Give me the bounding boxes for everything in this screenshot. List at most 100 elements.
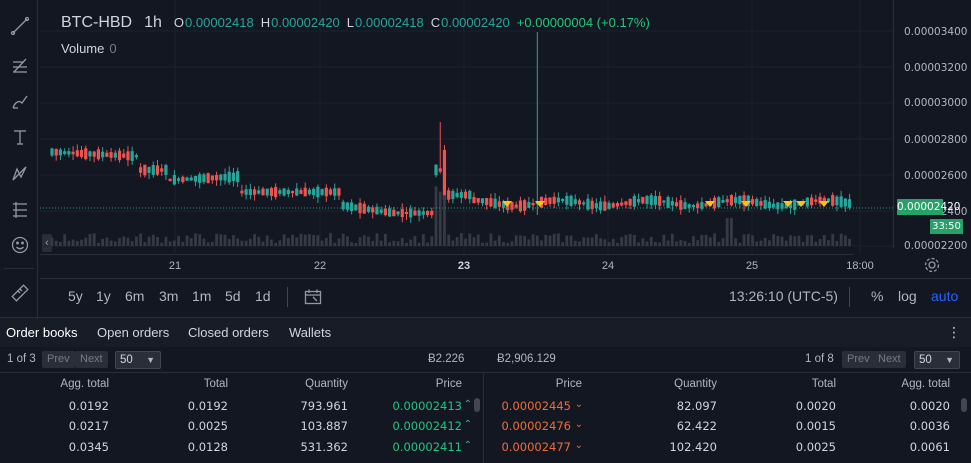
log-scale-button[interactable]: log — [898, 288, 917, 304]
volume-bar — [240, 240, 244, 246]
volume-bar — [561, 242, 565, 246]
clock-readout[interactable]: 13:26:10 (UTC-5) — [729, 288, 838, 304]
range-1y-button[interactable]: 1y — [96, 288, 111, 304]
bids-next-button[interactable]: Next — [75, 351, 108, 368]
symbol-name[interactable]: BTC-HBD — [61, 14, 133, 31]
range-1m-button[interactable]: 1m — [192, 288, 212, 304]
candle-body — [117, 150, 122, 161]
candle-body — [687, 204, 691, 208]
percent-scale-button[interactable]: % — [871, 288, 884, 304]
bids-prev-button[interactable]: Prev — [42, 351, 75, 368]
tab-wallets[interactable]: Wallets — [289, 325, 332, 340]
volume-bar — [346, 236, 349, 246]
asks-col-quantity[interactable]: Quantity — [674, 378, 717, 390]
ruler-icon[interactable] — [8, 281, 32, 305]
bids-col-quantity[interactable]: Quantity — [305, 378, 348, 390]
ask-price[interactable]: 0.00002476 — [501, 419, 571, 433]
bid-price[interactable]: 0.00002413 — [392, 398, 462, 413]
order-book-controls: 1 of 3 Prev Next 50 ▼ Ƀ2.226 Ƀ2,906.129 1… — [0, 347, 971, 373]
candle-body — [198, 174, 202, 183]
volume-bar — [286, 238, 290, 246]
close-value: 0.00002420 — [441, 15, 510, 30]
ask-row[interactable]: 0.00002476 ⌄ 62.422 0.0015 0.0036 — [484, 415, 971, 436]
toolbar-collapse-handle[interactable]: ‹ — [42, 234, 52, 252]
asks-scrollbar[interactable] — [961, 398, 967, 412]
volume-bar — [578, 241, 581, 246]
volume-bar — [586, 237, 590, 246]
chevron-up-icon: ⌃ — [463, 439, 472, 451]
candle-body — [160, 168, 164, 172]
asks-page-size-select[interactable]: 50 ▼ — [914, 351, 960, 369]
candle-body — [113, 152, 117, 158]
candle-body — [316, 186, 320, 198]
range-1d-button[interactable]: 1d — [255, 288, 271, 304]
bid-price[interactable]: 0.00002411 — [392, 439, 462, 454]
candle-body — [493, 198, 497, 208]
bid-row[interactable]: 0.0192 0.0192 793.961 0.00002413 ⌃ — [0, 395, 483, 416]
bids-total-sum: Ƀ2.226 — [428, 353, 465, 365]
pattern-icon[interactable] — [8, 162, 32, 186]
candle-body — [193, 175, 198, 182]
bids-page-size-select[interactable]: 50 ▼ — [115, 351, 161, 369]
volume-bar — [603, 239, 607, 246]
asks-col-total[interactable]: Total — [811, 378, 836, 390]
brush-icon[interactable] — [8, 90, 32, 114]
text-icon[interactable] — [8, 125, 32, 149]
price-scale[interactable]: 0.00003400 0.00003200 0.00003000 0.00002800… — [893, 0, 971, 252]
prediction-icon[interactable] — [8, 198, 32, 222]
candlestick-plot[interactable] — [40, 0, 971, 278]
emoji-icon[interactable] — [8, 233, 32, 257]
trend-line-icon[interactable] — [8, 14, 32, 38]
asks-col-agg-total[interactable]: Agg. total — [901, 378, 950, 390]
candle-body — [607, 202, 611, 209]
volume-bar — [755, 241, 759, 246]
bid-row[interactable]: 0.0217 0.0025 103.887 0.00002412 ⌃ — [0, 415, 483, 436]
ask-price[interactable]: 0.00002445 — [501, 398, 571, 413]
volume-bar — [514, 235, 518, 246]
bids-header-row: Agg. total Total Quantity Price — [0, 374, 483, 395]
ask-row[interactable]: 0.00002477 ⌄ 102.420 0.0025 0.0061 — [484, 436, 971, 457]
volume-bar — [544, 234, 548, 246]
candle-body — [362, 203, 366, 214]
volume-bar — [257, 236, 261, 246]
bid-price[interactable]: 0.00002412 — [392, 419, 462, 433]
range-5y-button[interactable]: 5y — [68, 288, 83, 304]
auto-scale-button[interactable]: auto — [931, 288, 959, 304]
range-5d-button[interactable]: 5d — [225, 288, 241, 304]
candle-body — [793, 199, 797, 210]
tab-closed-orders[interactable]: Closed orders — [188, 325, 269, 340]
candle-body — [451, 190, 455, 200]
candle-body — [278, 190, 282, 194]
candle-body — [569, 195, 573, 206]
ask-price[interactable]: 0.00002477 — [501, 439, 571, 454]
candle-body — [763, 199, 767, 209]
calendar-icon[interactable] — [304, 289, 322, 305]
bids-col-total[interactable]: Total — [203, 378, 228, 390]
ask-row[interactable]: 0.00002445 ⌄ 82.097 0.0020 0.0020 — [484, 395, 971, 416]
timeframe[interactable]: 1h — [144, 14, 162, 31]
bids-scrollbar[interactable] — [474, 398, 480, 412]
asks-prev-button[interactable]: Prev — [842, 351, 875, 368]
more-menu-icon[interactable]: ⋮ — [947, 324, 961, 340]
tab-open-orders[interactable]: Open orders — [97, 325, 170, 340]
fib-icon[interactable] — [8, 54, 32, 78]
volume-bar — [573, 240, 577, 246]
volume-bar — [189, 238, 193, 246]
range-3m-button[interactable]: 3m — [159, 288, 179, 304]
time-scale[interactable]: 21 22 23 24 25 18:00 — [40, 254, 874, 278]
range-6m-button[interactable]: 6m — [125, 288, 145, 304]
gear-icon[interactable] — [923, 256, 941, 274]
volume-bar — [308, 234, 311, 246]
trade-marker — [819, 201, 829, 207]
bids-col-price[interactable]: Price — [435, 378, 462, 390]
volume-bar — [421, 234, 425, 246]
candle-body — [455, 192, 459, 198]
bids-col-agg-total[interactable]: Agg. total — [60, 378, 109, 390]
price-chart[interactable]: BTC-HBD 1h O 0.00002418 H 0.00002420 L 0… — [40, 0, 971, 278]
asks-col-price[interactable]: Price — [555, 378, 582, 390]
bid-row[interactable]: 0.0345 0.0128 531.362 0.00002411 ⌃ — [0, 436, 483, 457]
tab-order-books[interactable]: Order books — [6, 325, 78, 340]
trade-marker — [502, 201, 512, 207]
asks-next-button[interactable]: Next — [873, 351, 906, 368]
chevron-up-icon: ⌃ — [463, 419, 472, 430]
